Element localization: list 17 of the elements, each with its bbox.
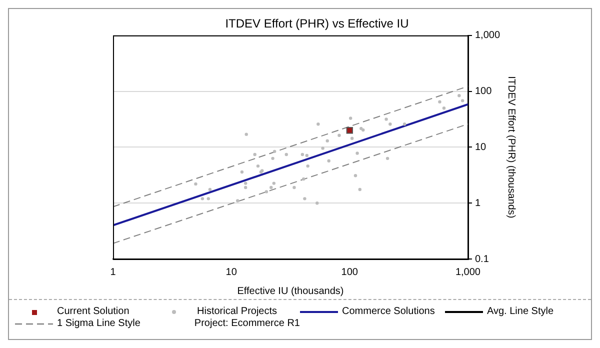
y-tick-label: 0.1 [474,254,490,265]
y-axis-title: ITDEV Effort (PHR) (thousands) [505,76,516,218]
legend-label: 1 Sigma Line Style [57,318,140,330]
text: Project: Ecommerce R1 [194,318,300,330]
x-axis-title: Effective IU (thousands) [237,286,344,297]
x-tick-label: 100 [341,266,358,278]
y-tick-label: 10 [474,142,487,153]
legend-label: Avg. Line Style [487,306,554,318]
legend-label: Commerce Solutions [342,306,435,318]
y-tick-label: 1,000 [474,30,500,42]
y-tick-label: 1 [474,198,481,209]
chart-title: ITDEV Effort (PHR) vs Effective IU [225,16,409,31]
y-tick-label: 100 [474,86,492,98]
x-tick-label: 1 [110,266,116,278]
legend-label: Historical Projects [197,306,278,318]
x-tick-label: 10 [226,266,238,278]
legend-label: Current Solution [57,306,130,318]
